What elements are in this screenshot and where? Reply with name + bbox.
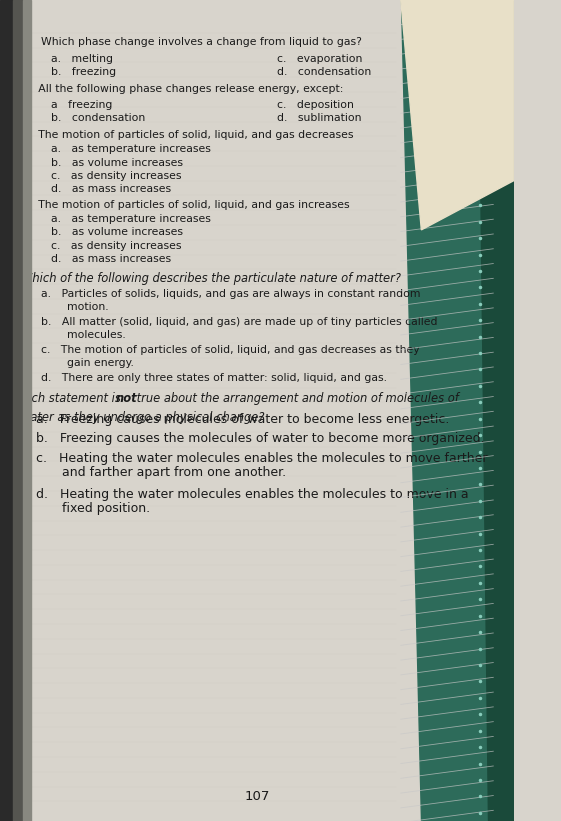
Text: d.   Heating the water molecules enables the molecules to move in a: d. Heating the water molecules enables t… [36,488,468,501]
Text: true about the arrangement and motion of molecules of: true about the arrangement and motion of… [132,392,458,406]
Text: d.   as mass increases: d. as mass increases [52,254,172,264]
Text: and farther apart from one another.: and farther apart from one another. [62,466,286,479]
Text: c.   as density increases: c. as density increases [52,171,182,181]
Bar [13,0,23,821]
Text: motion.: motion. [67,302,108,312]
Bar [0,0,13,821]
Text: d.   There are only three states of matter: solid, liquid, and gas.: d. There are only three states of matter… [41,373,387,383]
Polygon shape [478,0,514,821]
Text: a   freezing: a freezing [52,100,113,110]
Text: fixed position.: fixed position. [62,502,150,515]
Text: a.   Particles of solids, liquids, and gas are always in constant random: a. Particles of solids, liquids, and gas… [41,289,421,299]
Text: Which of the following describes the particulate nature of matter?: Which of the following describes the par… [21,272,401,285]
Text: b.   as volume increases: b. as volume increases [52,227,183,237]
Text: a.   as temperature increases: a. as temperature increases [52,144,211,154]
Text: c.   as density increases: c. as density increases [52,241,182,250]
Text: 7.  The motion of particles of solid, liquid, and gas decreases: 7. The motion of particles of solid, liq… [21,130,353,140]
Text: Which phase change involves a change from liquid to gas?: Which phase change involves a change fro… [41,37,362,47]
Text: b.   All matter (solid, liquid, and gas) are made up of tiny particles called: b. All matter (solid, liquid, and gas) a… [41,317,438,327]
Text: d.   sublimation: d. sublimation [278,113,362,123]
Polygon shape [401,0,514,821]
Text: d.   as mass increases: d. as mass increases [52,184,172,194]
Text: c.   Heating the water molecules enables the molecules to move farther: c. Heating the water molecules enables t… [36,452,488,465]
Text: b.   freezing: b. freezing [52,67,117,77]
Text: 8.  The motion of particles of solid, liquid, and gas increases: 8. The motion of particles of solid, liq… [21,200,349,209]
Text: c.   evaporation: c. evaporation [278,54,363,64]
Text: a.   Freezing causes molecules of water to become less energetic.: a. Freezing causes molecules of water to… [36,413,449,426]
Text: 107: 107 [244,790,270,803]
Text: hich statement is: hich statement is [21,392,124,406]
Text: b.   condensation: b. condensation [52,113,146,123]
Text: a.   as temperature increases: a. as temperature increases [52,214,211,224]
Text: b.   Freezing causes the molecules of water to become more organized.: b. Freezing causes the molecules of wate… [36,432,485,445]
Text: b.   as volume increases: b. as volume increases [52,158,183,167]
Polygon shape [401,0,514,230]
Text: not: not [116,392,137,406]
Text: gain energy.: gain energy. [67,358,134,368]
Text: water as they undergo a physical change?: water as they undergo a physical change? [21,410,264,424]
Text: molecules.: molecules. [67,330,126,340]
Text: c.   deposition: c. deposition [278,100,355,110]
Text: c.   The motion of particles of solid, liquid, and gas decreases as they: c. The motion of particles of solid, liq… [41,345,420,355]
Bar [23,0,31,821]
Text: d.   condensation: d. condensation [278,67,372,77]
Text: 6.  All the following phase changes release energy, except:: 6. All the following phase changes relea… [21,84,343,94]
Text: a.   melting: a. melting [52,54,113,64]
